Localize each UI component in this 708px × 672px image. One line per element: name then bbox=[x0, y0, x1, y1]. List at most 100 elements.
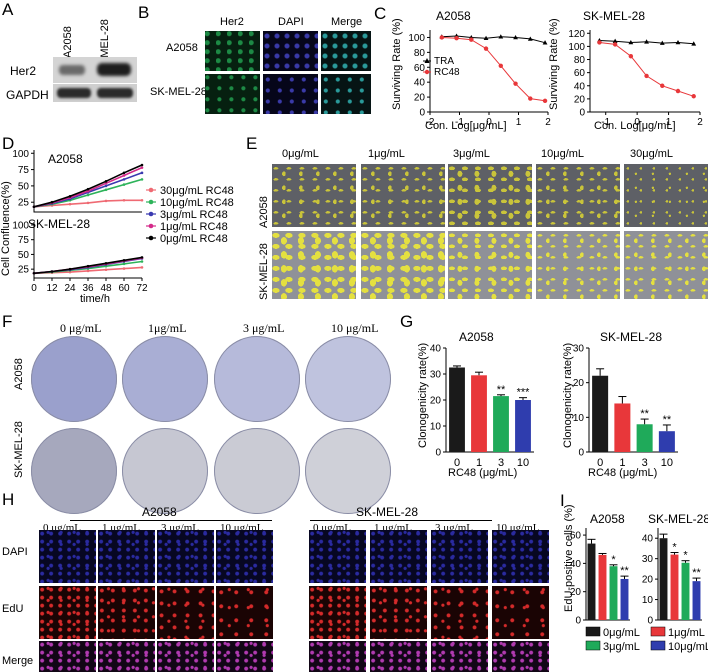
h-image-g1-r2-c1 bbox=[370, 641, 427, 672]
chart-d2-ytick-label: 25 bbox=[18, 265, 30, 276]
blot-gapdh-band-strip bbox=[53, 84, 137, 102]
chart-g2-ytick-label: 20 bbox=[573, 378, 585, 389]
chart-d2-point bbox=[122, 267, 126, 270]
legend-tra-label: TRA bbox=[434, 56, 454, 67]
legend-i-label-1: 1μg/mL bbox=[668, 627, 705, 639]
chart-c1-xtick-label: 1 bbox=[516, 117, 522, 128]
legend-d-label-0: 30μg/mL RC48 bbox=[160, 185, 234, 197]
chart-d1-point bbox=[140, 166, 144, 169]
chart-c1-rc48-point bbox=[469, 37, 474, 42]
blot-row-her2: Her2 bbox=[10, 64, 37, 78]
e-col-1: 1μg/mL bbox=[368, 148, 405, 160]
legend-d-marker-4 bbox=[148, 235, 154, 241]
panel-label-d: D bbox=[2, 134, 15, 153]
e-image-r1-c2 bbox=[448, 231, 532, 299]
chart-i1-title: A2058 bbox=[590, 512, 625, 526]
chart-c2-tra-point bbox=[659, 40, 665, 45]
chart-c2-tra-point bbox=[628, 39, 634, 45]
panel-label-h: H bbox=[2, 490, 15, 509]
chart-i1-sig-3: ** bbox=[620, 565, 629, 577]
chart-g2-bar-3 bbox=[658, 431, 675, 452]
chart-i2-sig-1: * bbox=[672, 542, 677, 554]
f-plate-r1-c0 bbox=[31, 428, 117, 514]
chart-c1-tra-point bbox=[542, 40, 548, 45]
chart-g1-bar-2 bbox=[493, 396, 509, 452]
if-col-dapi: DAPI bbox=[278, 16, 304, 28]
if-skmel28-dapi-image bbox=[263, 74, 318, 114]
chart-g2-title: SK-MEL-28 bbox=[600, 330, 662, 344]
chart-i2-sig-3: ** bbox=[692, 567, 701, 579]
chart-c2-rc48-point bbox=[691, 94, 696, 99]
blot-her2-band-strip bbox=[53, 57, 137, 83]
chart-c2-tra-point bbox=[644, 39, 649, 44]
e-col-3: 10μg/mL bbox=[541, 148, 585, 160]
chart-d1-point bbox=[86, 187, 90, 191]
chart-d2-title: SK-MEL-28 bbox=[28, 217, 90, 231]
legend-d-label-2: 3μg/mL RC48 bbox=[160, 209, 228, 221]
chart-i1-bar-3 bbox=[620, 578, 629, 620]
chart-d-xtick-label: 0 bbox=[31, 283, 37, 294]
panel-label-g: G bbox=[400, 312, 414, 331]
chart-g2-bar-1 bbox=[614, 403, 631, 452]
h-image-g1-r2-c3 bbox=[492, 641, 549, 672]
chart-c1-ytick-label: 80 bbox=[414, 48, 426, 59]
blot-row-gapdh: GAPDH bbox=[6, 88, 49, 102]
panel-label-a: A bbox=[2, 0, 14, 19]
h-image-g0-r2-c2 bbox=[157, 641, 214, 672]
chart-i1-ytick-label: 60 bbox=[570, 531, 582, 542]
chart-g2-xlabel: RC48 (μg/mL) bbox=[588, 467, 657, 479]
chart-d-xtick-label: 12 bbox=[46, 283, 58, 294]
chart-i1-sig-2: * bbox=[611, 554, 616, 566]
chart-d-ylabel: Cell Confluence(%) bbox=[0, 181, 12, 276]
chart-d1-point bbox=[104, 188, 108, 192]
chart-d1-ytick-label: 25 bbox=[18, 198, 30, 209]
chart-d1-point bbox=[122, 171, 126, 175]
chart-i1-ytick-label: 0 bbox=[575, 616, 581, 627]
chart-c1-tra-point bbox=[513, 34, 518, 40]
chart-c2-rc48-point bbox=[644, 73, 649, 79]
chart-c1-ytick-label: 0 bbox=[419, 108, 425, 119]
h-row-1: EdU bbox=[2, 603, 24, 615]
legend-i-label-2: 3μg/mL bbox=[603, 641, 640, 653]
legend-d-marker-0 bbox=[148, 187, 154, 193]
chart-c2-ytick-label: 60 bbox=[574, 68, 586, 79]
chart-c2-ytick-label: 0 bbox=[579, 108, 585, 119]
chart-i2-title: SK-MEL-28 bbox=[648, 512, 708, 526]
chart-c1-xtick-label: -1 bbox=[455, 117, 464, 128]
chart-i2-bar-1 bbox=[670, 554, 679, 620]
chart-d1-ytick-label: 75 bbox=[18, 165, 30, 176]
f-plate-r0-c1 bbox=[122, 336, 208, 422]
h-image-g1-r1-c2 bbox=[431, 586, 488, 639]
legend-d-label-3: 1μg/mL RC48 bbox=[160, 221, 228, 233]
chart-g2-ytick-label: 0 bbox=[578, 448, 584, 459]
f-col-0: 0 μg/mL bbox=[60, 321, 102, 335]
chart-d-xtick-label: 72 bbox=[136, 283, 148, 294]
chart-d1-point bbox=[122, 183, 126, 186]
chart-d2-point bbox=[104, 268, 108, 272]
h-image-g1-r2-c0 bbox=[309, 641, 366, 672]
e-image-r1-c1 bbox=[361, 231, 445, 299]
chart-c1-ytick-label: 20 bbox=[414, 93, 426, 104]
chart-i1-bar-0 bbox=[587, 543, 596, 620]
chart-i-legend: 0μg/mL 1μg/mL 3μg/mL 10μg/mL bbox=[585, 626, 708, 653]
panel-label-c: C bbox=[374, 4, 387, 23]
chart-c1-ytick-label: 40 bbox=[414, 78, 426, 89]
chart-d2-point bbox=[104, 261, 108, 265]
chart-c1-xtick-label: -2 bbox=[426, 117, 435, 128]
chart-c2-xtick-label: 1 bbox=[666, 117, 672, 128]
chart-c1-rc48-point bbox=[542, 98, 548, 104]
chart-d2-point bbox=[32, 271, 36, 275]
h-image-g0-r2-c0 bbox=[39, 641, 96, 672]
chart-c2-ytick-label: 40 bbox=[574, 81, 586, 92]
chart-c1-xtick-label: 2 bbox=[545, 117, 551, 128]
f-col-2: 3 μg/mL bbox=[243, 321, 285, 335]
chart-g1-sig-3: *** bbox=[517, 387, 531, 399]
chart-g1-sig-2: ** bbox=[497, 384, 506, 396]
legend-d-label-4: 0μg/mL RC48 bbox=[160, 233, 228, 245]
chart-d1-point bbox=[104, 181, 108, 185]
h-row-2: Merge bbox=[2, 655, 34, 667]
